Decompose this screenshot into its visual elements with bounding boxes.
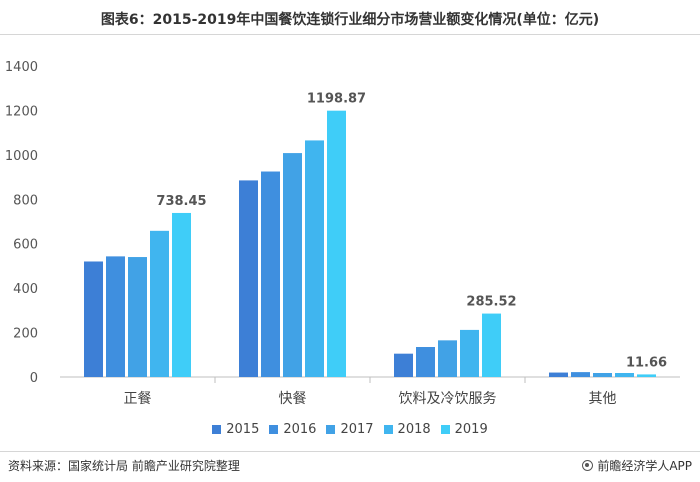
- bar-chart: 0 200 400 600 800 1000 1200 1400 正餐 快餐 饮料及冷饮服务 其他 73…: [5, 60, 680, 407]
- bar-2019: [482, 313, 501, 377]
- legend-swatch: [440, 425, 450, 434]
- bar-2018: [615, 373, 634, 377]
- legend-swatch: [269, 425, 279, 434]
- data-label: 738.45: [156, 194, 206, 209]
- legend-swatch: [383, 425, 393, 434]
- y-tick-label: 800: [13, 193, 38, 208]
- legend: 2015 2016 2017 2018 2019: [0, 422, 700, 437]
- bar-2017: [283, 153, 302, 377]
- data-label: 11.66: [626, 355, 667, 370]
- bar-2016: [261, 171, 280, 377]
- legend-label: 2016: [283, 422, 317, 437]
- y-tick-label: 200: [13, 327, 38, 342]
- legend-label: 2015: [226, 422, 260, 437]
- data-label: 1198.87: [307, 92, 366, 107]
- legend-swatch: [326, 425, 336, 434]
- x-category-label: 正餐: [124, 391, 152, 407]
- y-tick-label: 400: [13, 282, 38, 297]
- bar-2016: [416, 347, 435, 377]
- bar-2015: [394, 353, 413, 377]
- x-category-label: 饮料及冷饮服务: [399, 391, 497, 407]
- legend-item: 2015: [212, 422, 259, 437]
- bar-2017: [438, 340, 457, 377]
- legend-item: 2016: [269, 422, 316, 437]
- chart-title: 图表6：2015-2019年中国餐饮连锁行业细分市场营业额变化情况(单位：亿元): [100, 12, 600, 28]
- y-tick-label: 1400: [5, 60, 38, 75]
- bar-2019: [327, 110, 346, 377]
- x-category-label: 快餐: [279, 391, 307, 407]
- bar-2018: [305, 140, 324, 377]
- bar-2015: [239, 180, 258, 377]
- y-tick-label: 0: [30, 371, 38, 386]
- source-note: 资料来源：国家统计局 前瞻产业研究院整理: [8, 459, 240, 473]
- bar-2015: [549, 372, 568, 377]
- bar-2018: [460, 329, 479, 377]
- brand-name: 前瞻经济学人APP: [597, 459, 692, 473]
- data-label: 285.52: [466, 295, 516, 310]
- bar-2018: [150, 230, 169, 377]
- y-tick-label: 1200: [5, 104, 38, 119]
- bar-2019: [637, 374, 656, 377]
- bar-2017: [593, 373, 612, 377]
- y-tick-label: 1000: [5, 149, 38, 164]
- y-tick-label: 600: [13, 238, 38, 253]
- bar-2015: [84, 261, 103, 377]
- brand-credit: 前瞻经济学人APP: [582, 457, 692, 474]
- bar-2017: [128, 257, 147, 377]
- title-divider: [0, 34, 700, 35]
- bar-2016: [106, 256, 125, 377]
- legend-item: 2019: [440, 422, 488, 437]
- footer-divider: [0, 451, 700, 452]
- brand-logo-icon: [582, 460, 594, 471]
- x-category-label: 其他: [589, 391, 617, 407]
- legend-swatch: [212, 425, 222, 434]
- legend-item: 2018: [383, 422, 431, 437]
- legend-label: 2019: [454, 422, 488, 437]
- bar-2016: [571, 372, 590, 377]
- legend-label: 2017: [340, 422, 374, 437]
- legend-label: 2018: [397, 422, 431, 437]
- legend-item: 2017: [326, 422, 374, 437]
- bar-2019: [172, 212, 191, 377]
